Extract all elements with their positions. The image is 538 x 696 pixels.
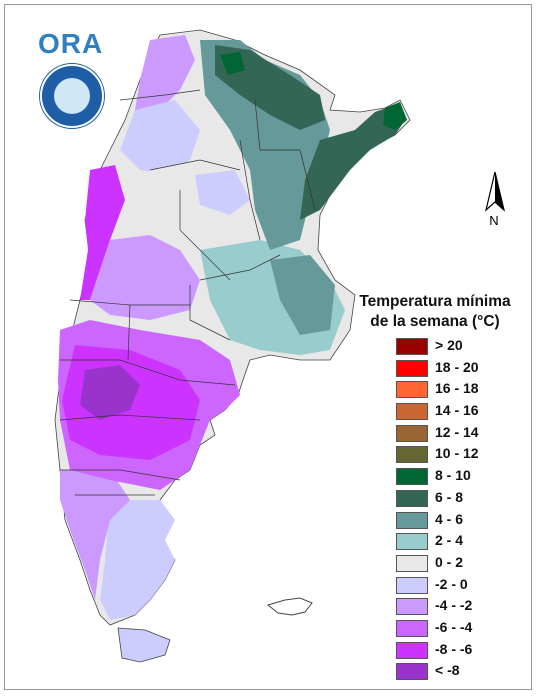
ora-logo: ORA xyxy=(38,28,104,59)
legend-item: -2 - 0 xyxy=(396,575,516,597)
region-northwest-mid xyxy=(120,100,200,175)
legend-item: 8 - 10 xyxy=(396,466,516,488)
legend-item: -4 - -2 xyxy=(396,596,516,618)
region-center-west xyxy=(90,235,200,320)
legend-label: 18 - 20 xyxy=(435,358,479,375)
legend-swatch xyxy=(396,576,428,594)
legend-swatch xyxy=(396,338,428,355)
malvinas-islands xyxy=(266,597,313,616)
legend-swatch xyxy=(396,359,428,377)
region-south-light xyxy=(100,500,175,620)
legend-label: 16 - 18 xyxy=(435,380,479,397)
legend-item: -6 - -4 xyxy=(396,618,516,640)
legend-swatch xyxy=(396,381,428,399)
legend-item: < -8 xyxy=(396,661,516,683)
province-borders xyxy=(59,89,316,496)
legend-swatch xyxy=(396,554,428,572)
region-misiones-peak xyxy=(383,102,407,130)
legend-swatch xyxy=(396,468,428,486)
region-center-patch xyxy=(195,170,250,215)
legend-swatch xyxy=(396,489,428,507)
legend-swatch xyxy=(396,424,428,442)
legend-item: 12 - 14 xyxy=(396,423,516,445)
legend-label: -2 - 0 xyxy=(435,575,468,592)
region-northwest xyxy=(135,35,195,110)
legend-swatch xyxy=(396,663,428,681)
legend-swatch xyxy=(396,619,428,637)
region-misiones xyxy=(300,105,405,220)
legend-swatch xyxy=(396,598,428,616)
legend-label: 14 - 16 xyxy=(435,402,479,419)
legend-item: -8 - -6 xyxy=(396,640,516,662)
legend-label: 0 - 2 xyxy=(435,553,464,570)
legend-item: 6 - 8 xyxy=(396,488,516,510)
legend-label: -6 - -4 xyxy=(435,618,473,635)
region-chaco-peak xyxy=(220,52,245,75)
legend-swatch xyxy=(396,403,428,421)
smn-seal-icon xyxy=(40,64,104,128)
legend-item: 2 - 4 xyxy=(396,531,516,553)
legend-item: 18 - 20 xyxy=(396,358,516,380)
legend-label: 6 - 8 xyxy=(435,488,464,505)
region-pampas-mid xyxy=(270,255,335,335)
legend-swatch xyxy=(396,641,428,659)
legend-swatch xyxy=(396,533,428,551)
legend-item: 14 - 16 xyxy=(396,401,516,423)
tierra-del-fuego xyxy=(117,627,171,663)
legend-item: 0 - 2 xyxy=(396,553,516,575)
legend-label: 12 - 14 xyxy=(435,423,479,440)
legend-label: 10 - 12 xyxy=(435,445,479,462)
legend-title: Temperatura mínima de la semana (°C) xyxy=(346,292,524,332)
legend-swatch xyxy=(396,446,428,464)
north-arrow-icon xyxy=(484,171,506,212)
legend-label: 4 - 6 xyxy=(435,510,464,527)
legend-title-line1: Temperatura mínima xyxy=(359,293,511,310)
map-frame xyxy=(4,4,532,690)
legend-label: -8 - -6 xyxy=(435,640,473,657)
legend-item: 10 - 12 xyxy=(396,444,516,466)
legend-label: > 20 xyxy=(435,337,463,353)
legend: > 20 18 - 20 16 - 18 14 - 16 12 - 14 10 - 12 8… xyxy=(396,336,516,683)
legend-item: 16 - 18 xyxy=(396,379,516,401)
legend-title-line2: de la semana (°C) xyxy=(370,313,500,330)
region-patagonia-violet xyxy=(60,470,130,600)
legend-item: > 20 xyxy=(396,336,516,358)
legend-label: < -8 xyxy=(435,662,460,679)
legend-label: 8 - 10 xyxy=(435,467,471,484)
region-patagonia-darkest xyxy=(80,365,140,420)
legend-label: -4 - -2 xyxy=(435,597,473,614)
north-label: N xyxy=(489,213,499,228)
legend-label: 2 - 4 xyxy=(435,532,464,549)
legend-item: 4 - 6 xyxy=(396,510,516,532)
legend-swatch xyxy=(396,511,428,529)
region-cuyo xyxy=(80,165,125,300)
